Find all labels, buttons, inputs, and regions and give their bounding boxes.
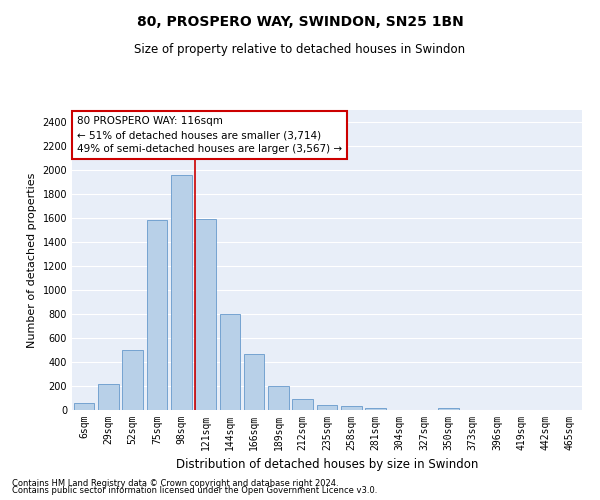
Bar (122, 350, 143, 410)
Bar (292, 398, 313, 410)
Bar (244, 354, 265, 410)
Text: 80, PROSPERO WAY, SWINDON, SN25 1BN: 80, PROSPERO WAY, SWINDON, SN25 1BN (137, 15, 463, 29)
Bar (98, 384, 119, 410)
Text: Size of property relative to detached houses in Swindon: Size of property relative to detached ho… (134, 42, 466, 56)
Bar (171, 175, 191, 410)
Bar (438, 408, 459, 410)
Bar (220, 314, 240, 410)
Bar (195, 219, 216, 410)
Bar (317, 405, 337, 410)
Text: Contains public sector information licensed under the Open Government Licence v3: Contains public sector information licen… (12, 486, 377, 495)
Bar (365, 408, 386, 410)
Text: 80 PROSPERO WAY: 116sqm
← 51% of detached houses are smaller (3,714)
49% of semi: 80 PROSPERO WAY: 116sqm ← 51% of detache… (77, 116, 342, 154)
X-axis label: Distribution of detached houses by size in Swindon: Distribution of detached houses by size … (176, 458, 478, 471)
Y-axis label: Number of detached properties: Number of detached properties (27, 172, 37, 348)
Bar (268, 386, 289, 410)
Bar (146, 220, 167, 410)
Text: Contains HM Land Registry data © Crown copyright and database right 2024.: Contains HM Land Registry data © Crown c… (12, 478, 338, 488)
Bar (341, 406, 362, 410)
Bar (74, 403, 94, 410)
